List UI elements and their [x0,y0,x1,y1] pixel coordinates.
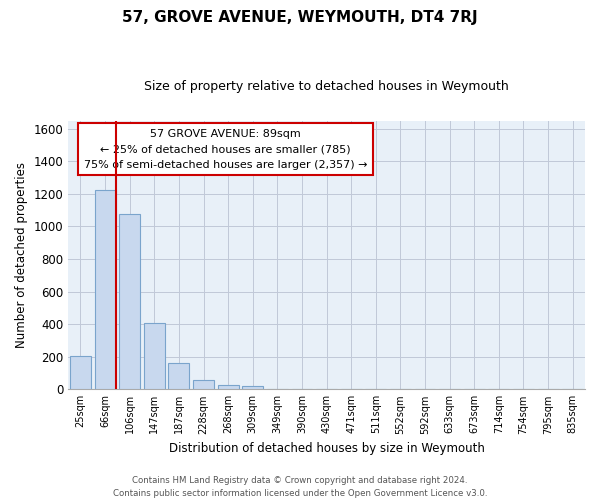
Text: Contains HM Land Registry data © Crown copyright and database right 2024.
Contai: Contains HM Land Registry data © Crown c… [113,476,487,498]
Text: 57 GROVE AVENUE: 89sqm
← 25% of detached houses are smaller (785)
75% of semi-de: 57 GROVE AVENUE: 89sqm ← 25% of detached… [84,128,368,170]
Bar [218,385,239,390]
Bar [144,322,165,390]
Bar [95,190,116,390]
Bar [169,363,190,390]
Y-axis label: Number of detached properties: Number of detached properties [15,162,28,348]
Bar [70,356,91,390]
Bar [119,214,140,390]
Title: Size of property relative to detached houses in Weymouth: Size of property relative to detached ho… [144,80,509,93]
X-axis label: Distribution of detached houses by size in Weymouth: Distribution of detached houses by size … [169,442,485,455]
Bar [193,380,214,390]
Text: 57, GROVE AVENUE, WEYMOUTH, DT4 7RJ: 57, GROVE AVENUE, WEYMOUTH, DT4 7RJ [122,10,478,25]
Bar [242,386,263,390]
